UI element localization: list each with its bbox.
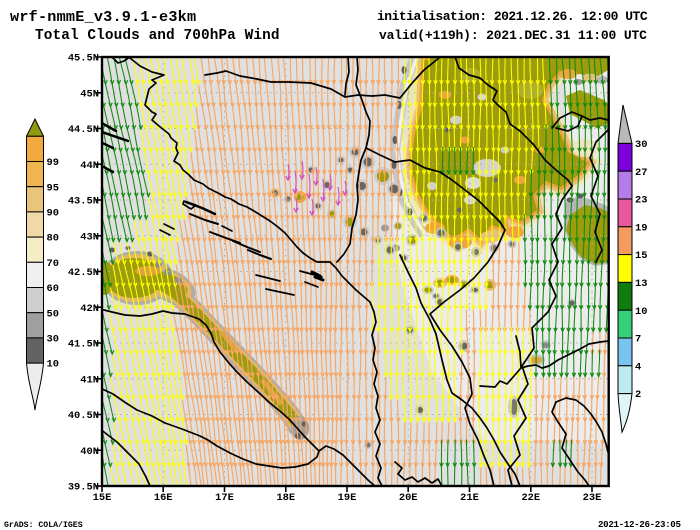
svg-text:15E: 15E	[93, 492, 112, 504]
svg-text:95: 95	[47, 182, 59, 194]
svg-text:16E: 16E	[154, 492, 173, 504]
svg-text:44.5N: 44.5N	[68, 124, 99, 136]
svg-text:wrf-nmmE_v3.9.1-e3km: wrf-nmmE_v3.9.1-e3km	[10, 8, 196, 26]
svg-text:23: 23	[635, 195, 647, 207]
svg-text:21E: 21E	[460, 492, 479, 504]
svg-text:39.5N: 39.5N	[68, 482, 99, 494]
svg-text:44N: 44N	[80, 160, 99, 172]
svg-text:80: 80	[47, 233, 59, 245]
svg-text:2021-12-26-23:05: 2021-12-26-23:05	[598, 519, 681, 530]
svg-text:99: 99	[47, 157, 59, 169]
svg-text:70: 70	[47, 258, 59, 270]
svg-text:30: 30	[635, 139, 647, 151]
svg-text:41N: 41N	[80, 374, 99, 386]
svg-text:7: 7	[635, 334, 641, 346]
svg-text:Total Clouds and 700hPa Wind: Total Clouds and 700hPa Wind	[35, 28, 280, 44]
svg-text:19: 19	[635, 222, 647, 234]
svg-text:23E: 23E	[583, 492, 602, 504]
svg-text:2: 2	[635, 389, 641, 401]
svg-text:17E: 17E	[215, 492, 234, 504]
svg-text:50: 50	[47, 308, 59, 320]
svg-text:18E: 18E	[276, 492, 295, 504]
svg-text:90: 90	[47, 208, 59, 220]
svg-text:22E: 22E	[521, 492, 540, 504]
svg-text:42.5N: 42.5N	[68, 267, 99, 279]
svg-text:42N: 42N	[80, 303, 99, 315]
svg-text:15: 15	[635, 250, 647, 262]
svg-text:10: 10	[47, 359, 59, 371]
svg-text:30: 30	[47, 334, 59, 346]
svg-text:20E: 20E	[399, 492, 418, 504]
svg-text:45N: 45N	[80, 88, 99, 100]
svg-text:43.5N: 43.5N	[68, 196, 99, 208]
svg-text:60: 60	[47, 283, 59, 295]
svg-text:40N: 40N	[80, 446, 99, 458]
svg-text:45.5N: 45.5N	[68, 53, 99, 65]
svg-text:19E: 19E	[338, 492, 357, 504]
svg-text:10: 10	[635, 306, 647, 318]
svg-text:41.5N: 41.5N	[68, 339, 99, 351]
svg-text:43N: 43N	[80, 231, 99, 243]
svg-text:13: 13	[635, 278, 647, 290]
svg-text:initialisation: 2021.12.26. 1: initialisation: 2021.12.26. 12:00 UTC	[377, 9, 648, 24]
svg-text:valid(+119h): 2021.DEC.31 11:0: valid(+119h): 2021.DEC.31 11:00 UTC	[379, 28, 647, 43]
svg-text:40.5N: 40.5N	[68, 410, 99, 422]
svg-text:GrADS: COLA/IGES: GrADS: COLA/IGES	[4, 520, 83, 530]
svg-text:27: 27	[635, 167, 647, 179]
svg-text:4: 4	[635, 361, 641, 373]
